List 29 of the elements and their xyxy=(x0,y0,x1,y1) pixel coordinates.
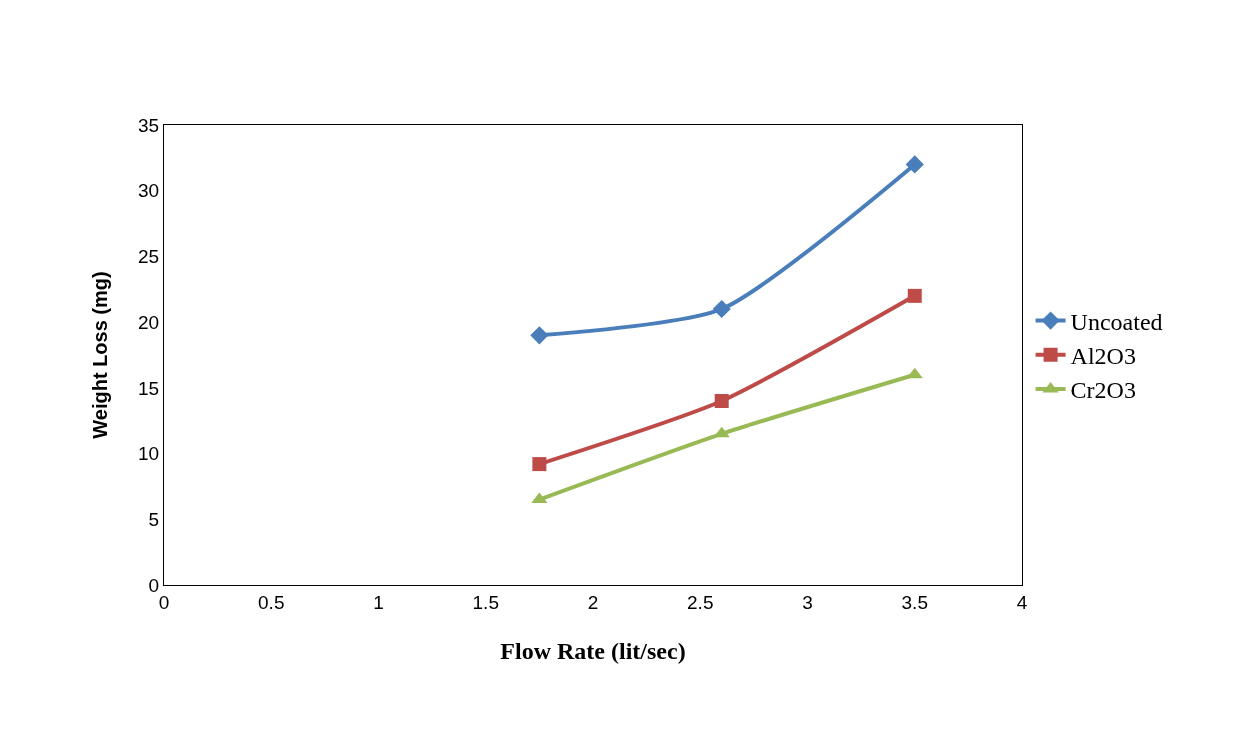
x-tick-label: 3 xyxy=(802,591,813,613)
point xyxy=(907,288,922,303)
x-tick-label: 0.5 xyxy=(258,591,285,613)
legend-label: Uncoated xyxy=(1070,308,1163,335)
x-tick-label: 1 xyxy=(373,591,384,613)
point xyxy=(532,457,547,472)
y-axis-title: Weight Loss (mg) xyxy=(88,271,111,439)
y-tick-label: 20 xyxy=(138,311,160,333)
point xyxy=(712,299,731,319)
point xyxy=(530,326,549,345)
y-tick-label: 0 xyxy=(148,574,160,596)
y-tick-label: 5 xyxy=(148,508,160,530)
x-tick-label: 2.5 xyxy=(687,591,714,613)
legend-label: Al2O3 xyxy=(1070,343,1136,370)
y-tick-label: 10 xyxy=(138,443,160,465)
x-tick-label: 1.5 xyxy=(472,591,499,613)
x-axis-title: Flow Rate (lit/sec) xyxy=(500,638,686,665)
point xyxy=(714,394,729,408)
x-tick-label: 4 xyxy=(1016,591,1028,613)
x-tick-label: 3.5 xyxy=(901,591,928,613)
y-tick-label: 30 xyxy=(138,180,160,202)
legend-label: Cr2O3 xyxy=(1070,377,1136,404)
y-tick-label: 15 xyxy=(138,377,160,399)
point xyxy=(905,155,924,174)
y-tick-label: 25 xyxy=(138,246,160,268)
y-tick-label: 35 xyxy=(138,114,160,136)
x-tick-label: 2 xyxy=(587,591,599,613)
point xyxy=(906,367,923,379)
point xyxy=(531,492,548,504)
